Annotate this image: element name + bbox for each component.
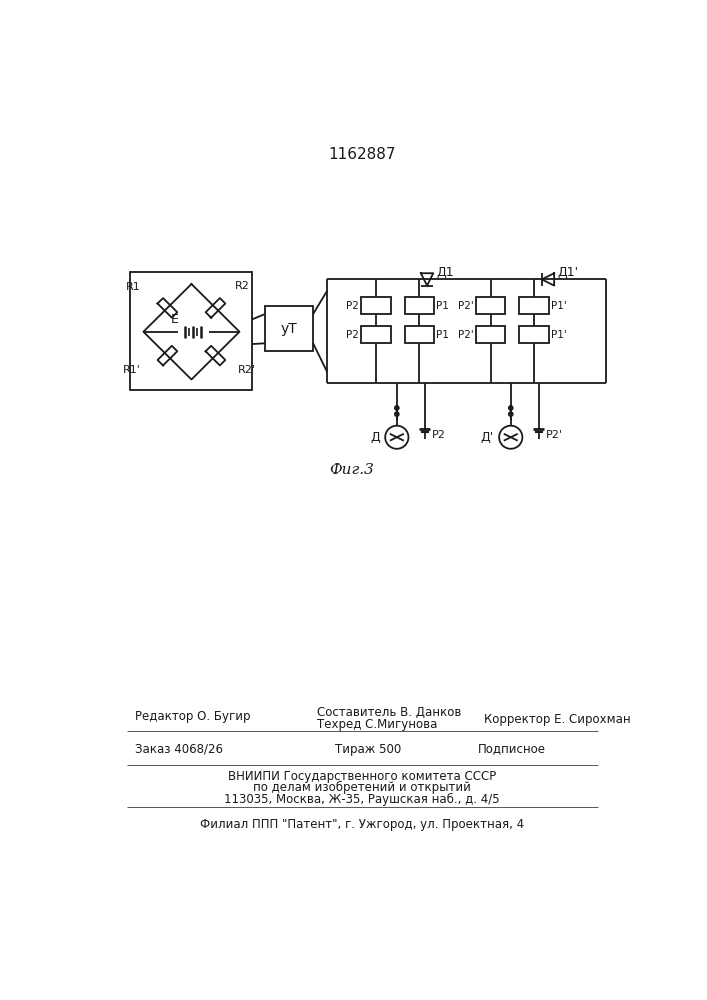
Text: R2: R2 <box>235 281 250 291</box>
Bar <box>130 272 252 389</box>
Bar <box>519 297 549 314</box>
Bar <box>361 297 391 314</box>
Text: Р2: Р2 <box>346 301 359 311</box>
Text: R1': R1' <box>122 365 140 375</box>
Text: Подписное: Подписное <box>478 743 547 756</box>
Text: E: E <box>170 313 178 326</box>
Text: Редактор О. Бугир: Редактор О. Бугир <box>135 710 250 723</box>
Text: Д1': Д1' <box>557 266 578 279</box>
Bar <box>404 326 434 343</box>
Text: Техред С.Мигунова: Техред С.Мигунова <box>317 718 438 731</box>
Text: Д1: Д1 <box>436 266 454 279</box>
Text: Р1': Р1' <box>551 301 567 311</box>
Text: ВНИИПИ Государственного комитета СССР: ВНИИПИ Государственного комитета СССР <box>228 770 496 783</box>
Text: Р2: Р2 <box>346 330 359 340</box>
Text: Д: Д <box>370 431 380 444</box>
Text: Р1: Р1 <box>436 301 449 311</box>
Text: 113035, Москва, Ж-35, Раушская наб., д. 4/5: 113035, Москва, Ж-35, Раушская наб., д. … <box>224 793 500 806</box>
Text: Составитель В. Данков: Составитель В. Данков <box>317 706 462 719</box>
Text: Р1': Р1' <box>551 330 567 340</box>
Text: R2': R2' <box>238 365 256 375</box>
Text: Р2: Р2 <box>432 430 445 440</box>
Text: Д': Д' <box>481 431 493 444</box>
Text: Тираж 500: Тираж 500 <box>335 743 401 756</box>
Bar <box>361 326 391 343</box>
Bar <box>476 297 506 314</box>
Text: Р1: Р1 <box>436 330 449 340</box>
Text: Р2': Р2' <box>458 330 474 340</box>
Bar <box>265 306 313 351</box>
Text: Р2': Р2' <box>458 301 474 311</box>
Bar <box>476 326 506 343</box>
Text: по делам изобретений и открытий: по делам изобретений и открытий <box>253 781 471 794</box>
Text: Корректор Е. Сирохман: Корректор Е. Сирохман <box>484 713 630 726</box>
Text: уТ: уТ <box>281 322 298 336</box>
Text: Заказ 4068/26: Заказ 4068/26 <box>135 743 223 756</box>
Bar <box>519 326 549 343</box>
Text: Р2': Р2' <box>546 430 563 440</box>
Text: 1162887: 1162887 <box>328 147 396 162</box>
Text: R1: R1 <box>126 282 140 292</box>
Bar <box>404 297 434 314</box>
Text: Филиал ППП "Патент", г. Ужгород, ул. Проектная, 4: Филиал ППП "Патент", г. Ужгород, ул. Про… <box>200 818 524 831</box>
Text: Фиг.3: Фиг.3 <box>329 463 374 477</box>
